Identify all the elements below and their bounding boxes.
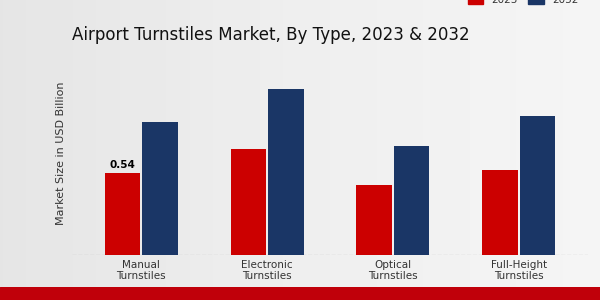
Y-axis label: Market Size in USD Billion: Market Size in USD Billion (56, 81, 67, 225)
Bar (520, 116, 555, 255)
Bar (268, 89, 304, 255)
Bar (142, 122, 178, 255)
Text: 0.54: 0.54 (109, 160, 135, 170)
Bar (230, 149, 266, 255)
Bar (356, 185, 392, 255)
Bar (105, 173, 140, 255)
Bar (394, 146, 430, 255)
Text: Airport Turnstiles Market, By Type, 2023 & 2032: Airport Turnstiles Market, By Type, 2023… (72, 26, 470, 44)
Legend: 2023, 2032: 2023, 2032 (463, 0, 583, 9)
Bar (482, 170, 518, 255)
